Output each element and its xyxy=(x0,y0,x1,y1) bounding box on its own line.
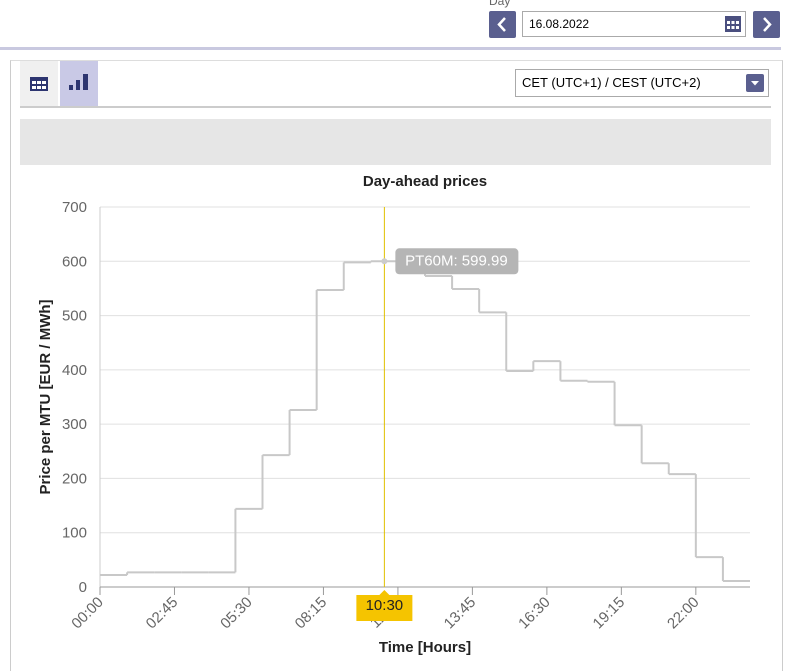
tab-underline xyxy=(20,106,771,108)
panel xyxy=(10,60,783,671)
y-tick-label: 100 xyxy=(62,525,87,542)
tooltip-label: PT60M: 599.99 xyxy=(405,252,508,269)
x-tick-label: 05:30 xyxy=(217,594,256,633)
next-day-button[interactable] xyxy=(753,11,780,38)
y-tick-label: 300 xyxy=(62,416,87,433)
tooltip-point xyxy=(381,258,388,265)
y-tick-label: 0 xyxy=(79,579,87,596)
next-icon xyxy=(763,17,772,32)
y-axis-label: Price per MTU [EUR / MWh] xyxy=(37,299,54,494)
day-label: Day xyxy=(489,0,511,8)
x-tick-label: 02:45 xyxy=(143,594,182,633)
crosshair-label: 10:30 xyxy=(366,597,404,614)
chart-tab[interactable] xyxy=(60,61,98,107)
tooltip-box xyxy=(395,248,519,275)
x-tick-label: 19:15 xyxy=(590,594,629,633)
timezone-value: CET (UTC+1) / CEST (UTC+2) xyxy=(522,75,701,90)
date-input[interactable]: 16.08.2022 xyxy=(522,11,746,37)
dropdown-icon xyxy=(746,74,764,92)
x-tick-label: 16:30 xyxy=(515,594,554,633)
x-tick-label: 13:45 xyxy=(441,594,480,633)
prev-day-button[interactable] xyxy=(489,11,516,38)
table-tab[interactable] xyxy=(20,61,58,107)
crosshair-label-pointer xyxy=(378,590,391,596)
y-tick-label: 700 xyxy=(62,199,87,216)
y-tick-label: 500 xyxy=(62,308,87,325)
x-tick-label: 00:00 xyxy=(68,594,107,633)
timezone-select[interactable]: CET (UTC+1) / CEST (UTC+2) xyxy=(515,69,769,97)
calendar-icon xyxy=(725,16,741,32)
x-axis-label: Time [Hours] xyxy=(379,639,471,656)
chart-title: Day-ahead prices xyxy=(363,173,487,190)
crosshair-label-box xyxy=(356,595,413,621)
date-value: 16.08.2022 xyxy=(529,17,590,31)
x-tick-label: 22:00 xyxy=(664,594,703,633)
prev-icon xyxy=(497,17,506,32)
x-tick-label: 08:15 xyxy=(292,594,331,633)
table-icon xyxy=(30,77,48,91)
divider xyxy=(0,47,781,50)
y-tick-label: 600 xyxy=(62,253,87,270)
toolbar-band xyxy=(20,119,771,165)
y-tick-label: 200 xyxy=(62,470,87,487)
y-tick-label: 400 xyxy=(62,362,87,379)
chart-icon xyxy=(69,74,88,90)
